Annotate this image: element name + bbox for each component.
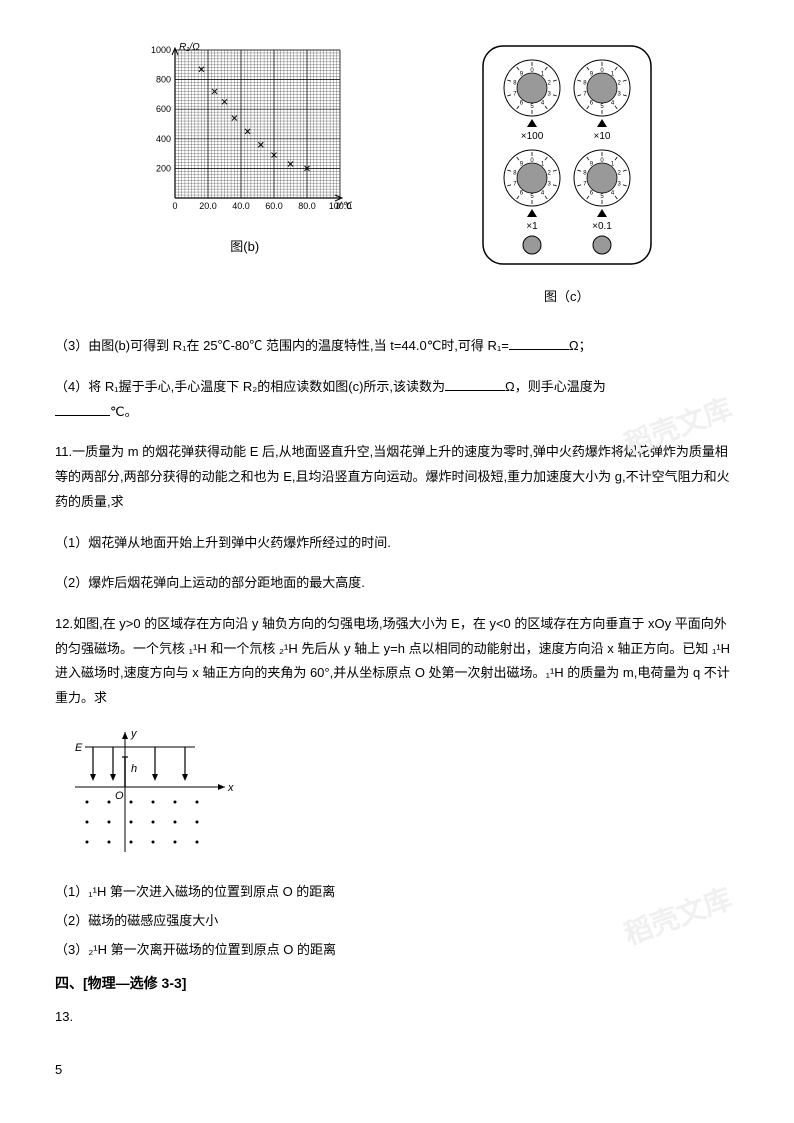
- svg-text:h: h: [131, 763, 137, 775]
- svg-text:0: 0: [173, 201, 178, 211]
- q12-diagram-block: x y O Eh: [65, 727, 739, 866]
- svg-text:y: y: [130, 728, 138, 740]
- q12-p1-a: （1）: [55, 884, 88, 899]
- q12-part1: （1）₁¹H 第一次进入磁场的位置到原点 O 的距离: [55, 880, 739, 905]
- blank-temp: [55, 403, 110, 416]
- q12-p3-a: （3）: [55, 942, 88, 957]
- nuclide-h21: ₂¹H: [279, 641, 298, 656]
- blank-r1: [509, 337, 569, 350]
- svg-text:80.0: 80.0: [298, 201, 316, 211]
- svg-text:t/℃: t/℃: [336, 201, 352, 212]
- q11-stem: 一质量为 m 的烟花弹获得动能 E 后,从地面竖直升空,当烟花弹上升的速度为零时…: [55, 444, 730, 508]
- q11-num: 11.: [55, 444, 72, 459]
- page-number: 5: [55, 1058, 62, 1083]
- q10-part4-suffix: ℃。: [110, 404, 138, 419]
- figure-c-diagram: 0123456789×1000123456789×100123456789×10…: [477, 40, 657, 270]
- q10-part3-text: （3）由图(b)可得到 R₁在 25℃-80℃ 范围内的温度特性,当 t=44.…: [55, 338, 509, 353]
- q12-p3-b: 第一次离开磁场的位置到原点 O 的距离: [107, 942, 336, 957]
- svg-text:E: E: [75, 742, 83, 754]
- nuclide-h11: ₁¹H: [546, 665, 564, 680]
- q12-diagram: x y O Eh: [65, 727, 235, 857]
- svg-text:60.0: 60.0: [265, 201, 283, 211]
- q11: 11.一质量为 m 的烟花弹获得动能 E 后,从地面竖直升空,当烟花弹上升的速度…: [55, 440, 739, 514]
- nuclide-h11: ₁¹H: [712, 641, 730, 656]
- svg-text:×10: ×10: [593, 131, 610, 142]
- svg-text:1000: 1000: [151, 45, 171, 55]
- q12-stem-c: 先后从 y 轴上 y=h 点以相同的动能射出，速度方向沿 x 轴正方向。已知: [298, 641, 712, 656]
- q12-p1-b: 第一次进入磁场的位置到原点 O 的距离: [106, 884, 335, 899]
- figure-b-caption: 图(b): [137, 235, 352, 260]
- q10-part4: （4）将 R₁握于手心,手心温度下 R₂的相应读数如图(c)所示,该读数为 Ω，则…: [55, 375, 739, 424]
- q10-part3-suffix: Ω；: [569, 338, 592, 353]
- q10-part4-text: （4）将 R₁握于手心,手心温度下 R₂的相应读数如图(c)所示,该读数为: [55, 379, 445, 394]
- svg-text:×100: ×100: [520, 131, 543, 142]
- figures-row: 2004006008001000020.040.060.080.0100.0R₁…: [55, 40, 739, 309]
- q11-part2: （2）爆炸后烟花弹向上运动的部分距地面的最大高度.: [55, 571, 739, 596]
- svg-text:R₁/Ω: R₁/Ω: [179, 42, 200, 53]
- blank-r2: [445, 378, 505, 391]
- svg-text:40.0: 40.0: [232, 201, 250, 211]
- q12-stem-d: 进入磁场时,速度方向与 x 轴正方向的夹角为 60°,并从坐标原点 O 处第一次…: [55, 665, 546, 680]
- nuclide-h11: ₁¹H: [189, 641, 207, 656]
- figure-c-caption: 图（c）: [477, 285, 657, 310]
- nuclide-h21: ₂¹H: [88, 942, 107, 957]
- svg-text:×1: ×1: [526, 221, 538, 232]
- q11-part1: （1）烟花弹从地面开始上升到弹中火药爆炸所经过的时间.: [55, 531, 739, 556]
- q12: 12.如图,在 y>0 的区域存在方向沿 y 轴负方向的匀强电场,场强大小为 E…: [55, 612, 739, 711]
- figure-c-block: 0123456789×1000123456789×100123456789×10…: [477, 40, 657, 309]
- svg-text:200: 200: [156, 163, 171, 173]
- q10-part3: （3）由图(b)可得到 R₁在 25℃-80℃ 范围内的温度特性,当 t=44.…: [55, 334, 739, 359]
- figure-b-block: 2004006008001000020.040.060.080.0100.0R₁…: [137, 40, 352, 259]
- svg-text:600: 600: [156, 104, 171, 114]
- nuclide-h11: ₁¹H: [88, 884, 106, 899]
- q10-part4-mid: Ω，则手心温度为: [505, 379, 606, 394]
- svg-text:O: O: [115, 790, 124, 802]
- q12-part3: （3）₂¹H 第一次离开磁场的位置到原点 O 的距离: [55, 938, 739, 963]
- svg-text:20.0: 20.0: [199, 201, 217, 211]
- figure-b-chart: 2004006008001000020.040.060.080.0100.0R₁…: [137, 40, 352, 220]
- q12-num: 12.: [55, 616, 73, 631]
- svg-text:400: 400: [156, 134, 171, 144]
- q13: 13.: [55, 1005, 739, 1030]
- svg-text:x: x: [227, 782, 234, 794]
- section4-title: 四、[物理―选修 3-3]: [55, 970, 739, 997]
- q12-part2: （2）磁场的磁感应强度大小: [55, 909, 739, 934]
- svg-text:×0.1: ×0.1: [592, 221, 612, 232]
- q12-stem-b: 和一个氘核: [207, 641, 279, 656]
- svg-text:800: 800: [156, 75, 171, 85]
